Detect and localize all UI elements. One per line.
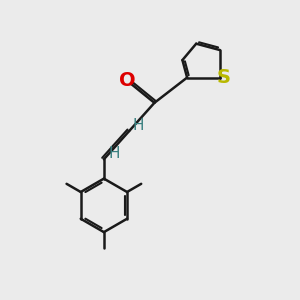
Text: H: H (133, 118, 144, 133)
Text: H: H (109, 146, 120, 161)
Text: O: O (119, 71, 135, 90)
Text: S: S (217, 68, 231, 87)
